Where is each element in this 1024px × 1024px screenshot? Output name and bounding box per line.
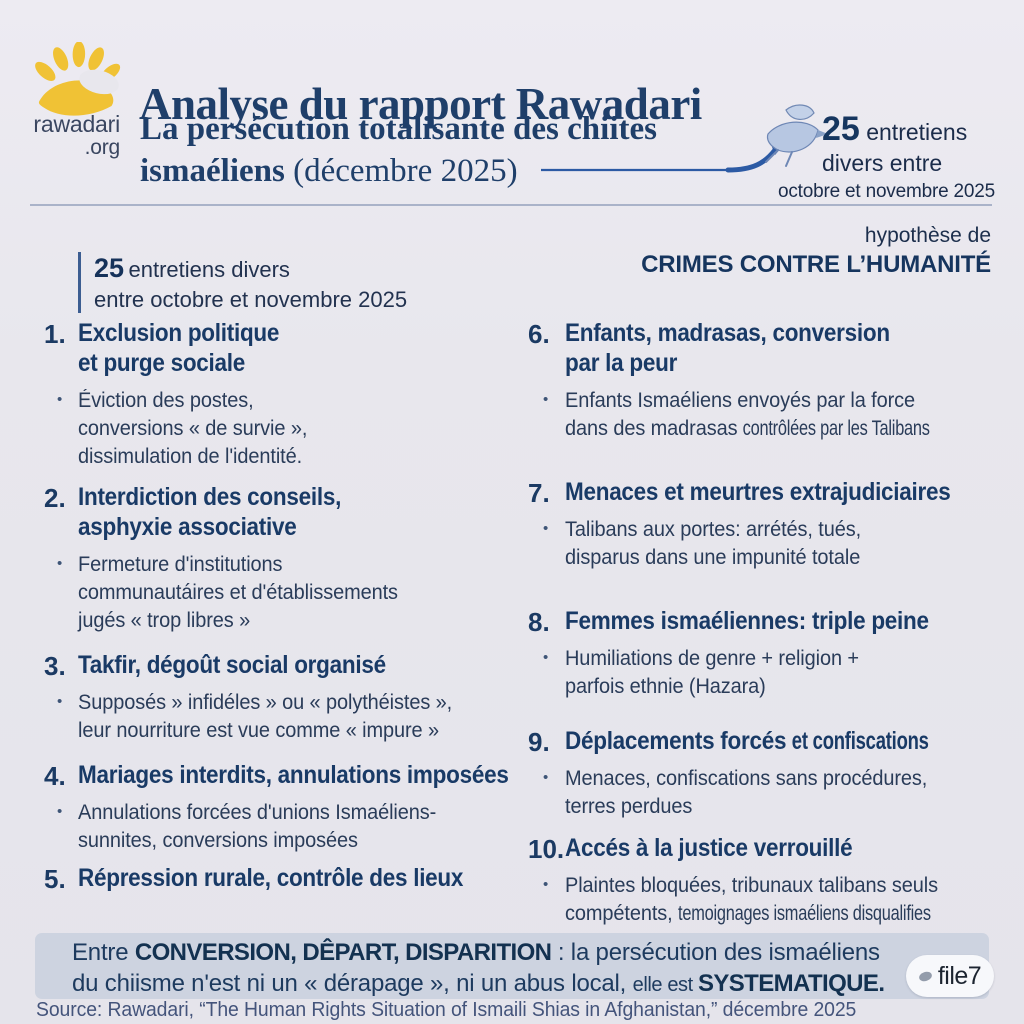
item-title: Menaces et meurtres extrajudiciaires bbox=[565, 478, 951, 506]
item-bullet: • Humiliations de genre + religion + par… bbox=[543, 645, 969, 701]
interviews-stat: 25 entretiens divers entre octobre et no… bbox=[778, 110, 996, 202]
page-subtitle: La persécution totalisante des chiites i… bbox=[140, 111, 657, 190]
item-title: Déplacements forcés et confiscations bbox=[565, 727, 930, 755]
item-bullet: • Enfants Ismaéliens envoyés par la forc… bbox=[543, 387, 992, 443]
bullet-icon: • bbox=[57, 803, 63, 820]
source-citation: Source: Rawadari, “The Human Rights Situ… bbox=[36, 999, 857, 1021]
item-number: 5. bbox=[44, 864, 66, 894]
list-item-10: 10. Accés à la justice verrouillé • Plai… bbox=[528, 833, 1009, 928]
list-item-9: 9. Déplacements forcés et confiscations … bbox=[528, 726, 1003, 821]
bullet-icon: • bbox=[57, 693, 63, 710]
dove-icon bbox=[765, 104, 828, 167]
bullet-icon: • bbox=[543, 876, 549, 893]
list-item-2: 2. Interdiction des conseils, asphyxie a… bbox=[44, 482, 415, 635]
item-number: 8. bbox=[528, 607, 550, 637]
item-title: Takfir, dégoût social organisé bbox=[78, 651, 386, 679]
item-number: 7. bbox=[528, 478, 550, 508]
summary-banner bbox=[35, 933, 989, 999]
item-bullet: • Plaintes bloquées, tribunaux talibans … bbox=[543, 872, 1009, 928]
item-number: 3. bbox=[44, 651, 66, 681]
rawadari-hand-sun-icon bbox=[35, 42, 121, 116]
item-title: Exclusion politique et purge sociale bbox=[78, 319, 280, 377]
item-title: Mariages interdits, annulations imposées bbox=[78, 761, 509, 789]
item-bullet: • Talibans aux portes: arrétés, tués, di… bbox=[543, 516, 993, 572]
bullet-icon: • bbox=[543, 520, 549, 537]
item-number: 1. bbox=[44, 319, 66, 349]
summary-text: Entre CONVERSION, DÊPART, DISPARITION : … bbox=[72, 939, 885, 997]
item-bullet: • Fermeture d'institutions communautáire… bbox=[57, 551, 415, 635]
list-item-7: 7. Menaces et meurtres extrajudiciaires … bbox=[528, 477, 993, 572]
page-title: Analyse du rapport Rawadari bbox=[139, 79, 702, 130]
item-title: Répression rurale, contrôle des lieux bbox=[78, 864, 464, 892]
list-item-5: 5. Répression rurale, contrôle des lieux bbox=[44, 863, 506, 895]
bullet-icon: • bbox=[543, 391, 549, 408]
list-item-8: 8. Femmes ismaéliennes: triple peine • H… bbox=[528, 606, 969, 701]
list-item-6: 6. Enfants, madrasas, conversion par la … bbox=[528, 318, 992, 443]
item-number: 9. bbox=[528, 727, 550, 757]
list-item-4: 4. Mariages interdits, annulations impos… bbox=[44, 760, 556, 855]
item-number: 6. bbox=[528, 319, 550, 349]
item-number: 4. bbox=[44, 761, 66, 791]
bullet-icon: • bbox=[57, 555, 63, 572]
item-title: Enfants, madrasas, conversion par la peu… bbox=[565, 319, 890, 377]
attachment-icon bbox=[917, 969, 933, 983]
list-item-1: 1. Exclusion politique et purge sociale … bbox=[44, 318, 319, 471]
item-number: 10. bbox=[528, 834, 565, 864]
interviews-stat-left: 25 entretiens divers entre octobre et no… bbox=[78, 252, 407, 314]
item-bullet: • Menaces, confiscations sans procédures… bbox=[543, 765, 1003, 821]
item-title: Femmes ismaéliennes: triple peine bbox=[565, 607, 929, 635]
file-tag[interactable]: file7 bbox=[906, 955, 994, 997]
item-number: 2. bbox=[44, 483, 66, 513]
file-tag-label: file7 bbox=[937, 961, 982, 990]
bullet-icon: • bbox=[543, 649, 549, 666]
header-divider bbox=[30, 204, 992, 206]
item-bullet: • Supposés » infidéles » ou « polythéist… bbox=[57, 689, 472, 745]
item-bullet: • Annulations forcées d'unions Ismaélien… bbox=[57, 799, 556, 855]
item-bullet: • Éviction des postes, conversions « de … bbox=[57, 387, 319, 471]
list-item-3: 3. Takfir, dégoût social organisé • Supp… bbox=[44, 650, 472, 745]
item-title: Accés à la justice verrouillé bbox=[565, 834, 853, 862]
brand-text: rawadari .org bbox=[33, 111, 120, 159]
item-title: Interdiction des conseils, asphyxie asso… bbox=[78, 483, 342, 541]
hypothesis-label: hypothèse de CRIMES CONTRE L’HUMANITÉ bbox=[641, 224, 991, 278]
bullet-icon: • bbox=[57, 391, 63, 408]
bullet-icon: • bbox=[543, 769, 549, 786]
